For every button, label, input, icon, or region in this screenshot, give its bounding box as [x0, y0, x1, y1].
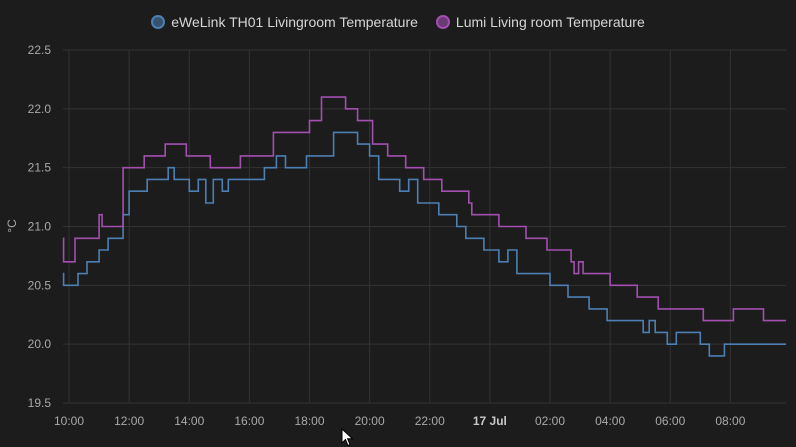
x-tick-label: 14:00 [174, 414, 204, 428]
y-tick-label: 21.5 [28, 161, 52, 175]
mouse-cursor-icon [341, 428, 354, 447]
x-tick-label: 10:00 [54, 414, 84, 428]
y-tick-label: 20.5 [28, 278, 52, 292]
y-tick-label: 21.0 [28, 220, 52, 234]
x-tick-label: 20:00 [355, 414, 385, 428]
x-tick-label: 04:00 [595, 414, 625, 428]
x-tick-label: 22:00 [415, 414, 445, 428]
x-tick-label: 06:00 [655, 414, 685, 428]
series-line-lumi [62, 96, 786, 322]
y-tick-label: 22.0 [28, 102, 52, 116]
y-tick-label: 20.0 [28, 337, 52, 351]
x-tick-label: 12:00 [114, 414, 144, 428]
x-tick-label: 18:00 [294, 414, 324, 428]
x-tick-label: 08:00 [715, 414, 745, 428]
y-axis-label: °C [5, 219, 19, 233]
x-tick-label: 02:00 [535, 414, 565, 428]
x-tick-label: 16:00 [234, 414, 264, 428]
y-tick-label: 22.5 [28, 43, 52, 57]
legend-item-ewelink[interactable]: eWeLink TH01 Livingroom Temperature [151, 14, 418, 30]
legend-swatch-lumi [435, 15, 450, 29]
legend-item-lumi[interactable]: Lumi Living room Temperature [435, 14, 645, 30]
legend-label-lumi: Lumi Living room Temperature [455, 14, 645, 30]
series-line-ewelink [62, 131, 786, 357]
x-tick-label: 17 Jul [473, 414, 507, 428]
legend: eWeLink TH01 Livingroom Temperature Lumi… [0, 14, 796, 30]
legend-label-ewelink: eWeLink TH01 Livingroom Temperature [171, 14, 418, 30]
legend-swatch-ewelink [151, 15, 166, 29]
y-tick-label: 19.5 [28, 396, 52, 410]
